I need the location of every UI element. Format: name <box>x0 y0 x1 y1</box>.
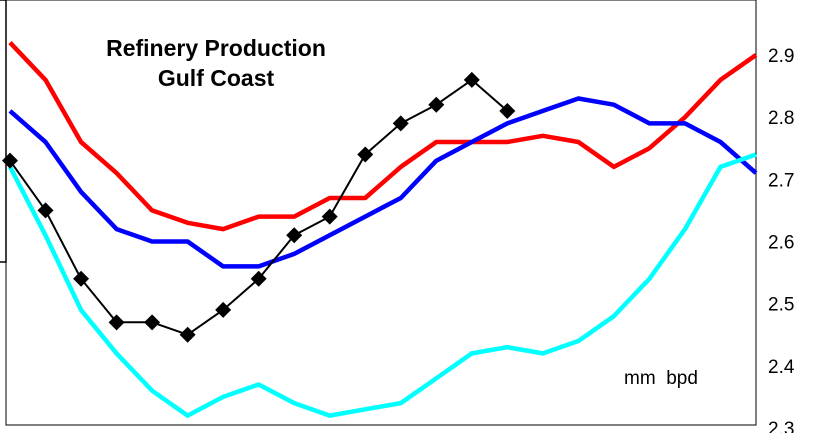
data-point-marker <box>463 71 480 88</box>
data-point-marker <box>357 146 374 163</box>
series-3 <box>8 152 757 418</box>
data-point-marker <box>250 270 267 287</box>
data-point-marker <box>2 152 18 169</box>
data-point-marker <box>73 270 90 287</box>
data-point-marker <box>179 326 196 343</box>
chart-title-line-1: Refinery Production <box>106 35 326 61</box>
overlapping-axis-frame <box>0 0 7 263</box>
data-point-marker <box>108 314 125 331</box>
data-point-marker <box>392 115 409 132</box>
data-point-marker <box>215 301 232 318</box>
data-point-marker <box>428 96 445 113</box>
series-2 <box>8 96 758 269</box>
data-point-marker <box>321 208 338 225</box>
series-line <box>8 152 757 418</box>
data-point-marker <box>286 227 303 244</box>
data-point-marker <box>37 202 54 219</box>
plot-area <box>5 0 757 426</box>
data-point-marker <box>499 102 516 119</box>
series-1 <box>8 41 758 232</box>
y-tick-label: 2.4 <box>768 357 795 378</box>
y-tick-label: 2.5 <box>768 295 794 316</box>
unit-label: mm bpd <box>624 368 698 389</box>
y-tick-label: 2.7 <box>768 170 794 191</box>
data-point-marker <box>144 314 161 331</box>
y-tick-label: 2.8 <box>768 108 794 129</box>
y-tick-label: 2.9 <box>768 46 794 67</box>
series-line <box>8 96 758 269</box>
chart-title-line-2: Gulf Coast <box>158 65 275 91</box>
series-line <box>8 41 758 232</box>
y-tick-label: 2.3 <box>768 419 794 433</box>
series-4 <box>2 71 516 343</box>
y-tick-label: 2.6 <box>768 233 794 254</box>
